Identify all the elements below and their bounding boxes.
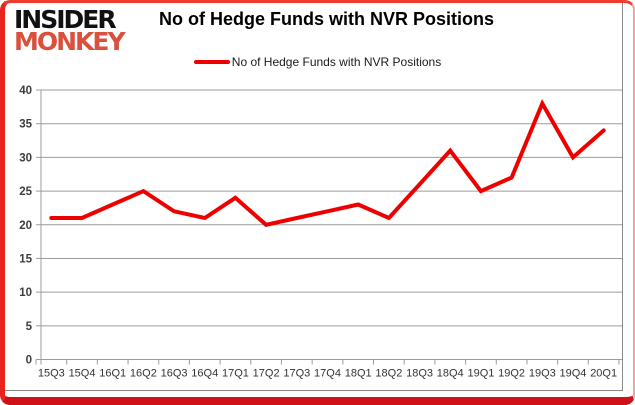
- legend-line-swatch: [193, 60, 230, 64]
- ytick-label-35: 35: [19, 119, 32, 131]
- ytick-label-30: 30: [19, 152, 32, 164]
- xtick-label-18Q4: 18Q4: [437, 368, 464, 380]
- xtick-label-18Q1: 18Q1: [345, 368, 372, 380]
- ytick-label-20: 20: [19, 220, 32, 232]
- xtick-label-19Q4: 19Q4: [560, 368, 587, 380]
- xtick-label-16Q3: 16Q3: [161, 368, 188, 380]
- ytick-label-5: 5: [26, 321, 33, 333]
- ytick-label-15: 15: [19, 253, 32, 265]
- xtick-label-19Q2: 19Q2: [498, 368, 525, 380]
- xtick-label-17Q3: 17Q3: [283, 368, 310, 380]
- xtick-label-16Q2: 16Q2: [130, 368, 157, 380]
- xtick-label-17Q1: 17Q1: [222, 368, 249, 380]
- ytick-label-0: 0: [26, 355, 32, 367]
- logo-line-monkey: MONKEY: [14, 27, 126, 56]
- ytick-label-10: 10: [19, 287, 32, 299]
- xtick-label-20Q1: 20Q1: [590, 368, 617, 380]
- xtick-label-16Q4: 16Q4: [191, 368, 218, 380]
- logo-line-insider: INSIDER: [14, 5, 117, 34]
- legend-series-label: No of Hedge Funds with NVR Positions: [231, 55, 442, 69]
- xtick-label-18Q2: 18Q2: [375, 368, 402, 380]
- chart-title: No of Hedge Funds with NVR Positions: [159, 9, 494, 29]
- xtick-label-17Q4: 17Q4: [314, 368, 341, 380]
- xtick-label-16Q1: 16Q1: [99, 368, 126, 380]
- data-line-series-0: [49, 98, 606, 227]
- xtick-label-17Q2: 17Q2: [253, 368, 280, 380]
- xtick-label-15Q3: 15Q3: [38, 368, 65, 380]
- insider-monkey-logo: INSIDER MONKEY: [14, 5, 154, 56]
- xtick-label-19Q3: 19Q3: [529, 368, 556, 380]
- xtick-label-18Q3: 18Q3: [406, 368, 433, 380]
- xtick-label-15Q4: 15Q4: [69, 368, 96, 380]
- xtick-label-19Q1: 19Q1: [467, 368, 494, 380]
- ytick-label-40: 40: [19, 85, 32, 97]
- chart-legend: No of Hedge Funds with NVR Positions: [0, 55, 635, 69]
- ytick-label-25: 25: [19, 186, 32, 198]
